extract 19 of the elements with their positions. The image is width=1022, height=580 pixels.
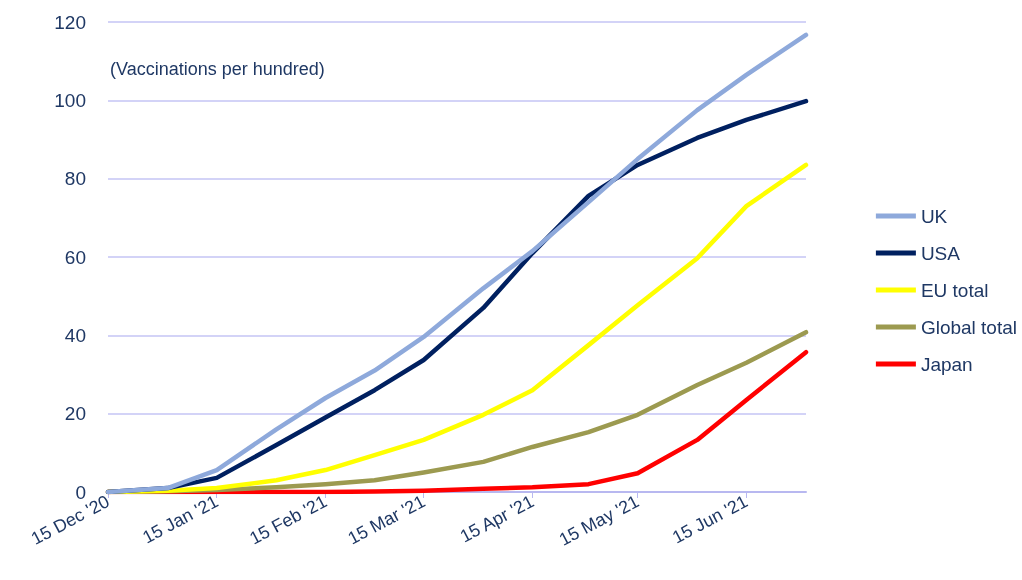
x-tick-label: 15 Jan '21 [139,491,222,548]
x-tick-label: 15 Mar '21 [344,491,429,549]
x-tick-label: 15 May '21 [555,491,643,550]
y-tick-label: 120 [54,11,86,33]
x-tick-label: 15 Jun '21 [668,491,752,548]
x-tick-label: 15 Feb '21 [246,491,331,549]
y-tick-label: 40 [64,324,86,346]
y-tick-label: 80 [64,168,86,190]
x-tick-label: 15 Apr '21 [456,491,538,547]
legend-label: Global total [920,316,1018,338]
legend-label: EU total [920,279,989,301]
legend-label: Japan [920,353,973,375]
y-tick-label: 20 [64,403,86,425]
y-tick-label: 0 [75,481,86,503]
y-tick-label: 60 [64,246,86,268]
y-axis-title: (Vaccinations per hundred) [110,59,325,79]
legend-label: USA [920,242,961,264]
legend-label: UK [920,205,948,227]
y-tick-label: 100 [54,89,86,111]
